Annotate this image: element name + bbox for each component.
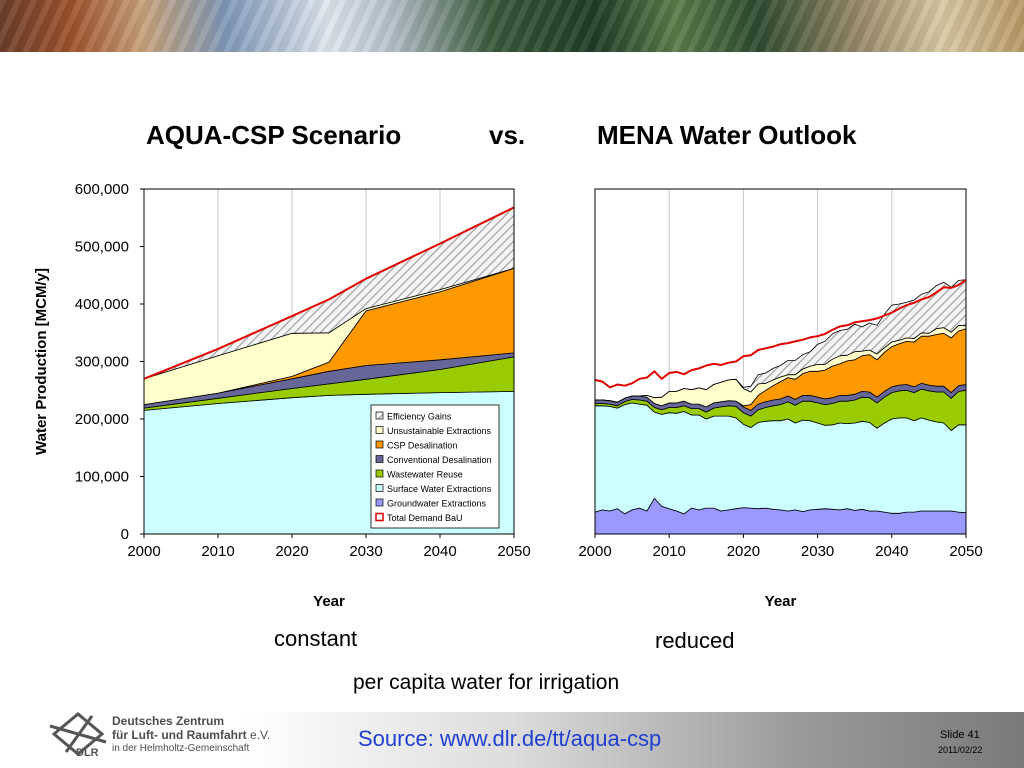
slide-title: AQUA-CSP Scenario vs. MENA Water Outlook (0, 120, 1024, 154)
legend-entry: Total Demand BaU (387, 513, 463, 523)
title-left: AQUA-CSP Scenario (146, 120, 402, 150)
x-tick-label: 2010 (653, 543, 686, 560)
y-tick-label: 600,000 (75, 181, 129, 198)
caption-reduced: reduced (655, 628, 735, 653)
y-tick-label: 0 (121, 526, 129, 543)
legend-swatch (375, 484, 384, 492)
slide-date: 2011/02/22 (938, 745, 983, 755)
org-line-2-ev: e.V. (246, 728, 271, 742)
legend-entry: Conventional Desalination (387, 455, 492, 465)
y-tick-label: 200,000 (75, 411, 129, 428)
dlr-logo-text: DLR (76, 747, 99, 759)
x-tick-label: 2040 (423, 543, 456, 560)
x-axis-label: Year (313, 593, 345, 610)
org-line-2: für Luft- und Raumfahrt e.V. (112, 728, 270, 742)
caption-constant: constant (274, 626, 358, 651)
caption-per-capita: per capita water for irrigation (353, 671, 620, 694)
y-tick-label: 400,000 (75, 296, 129, 313)
y-tick-label: 500,000 (75, 239, 129, 256)
legend-entry: Groundwater Extractions (387, 499, 487, 509)
title-vs: vs. (489, 120, 526, 150)
slide-number: Slide 41 (940, 729, 980, 741)
legend-swatch (375, 426, 384, 434)
org-line-3: in der Helmholtz-Gemeinschaft (112, 743, 250, 754)
legend-swatch (375, 455, 384, 463)
line-total-demand-bau (143, 206, 515, 380)
x-tick-label: 2020 (727, 543, 760, 560)
x-tick-label: 2050 (949, 543, 982, 560)
legend-entry: CSP Desalination (387, 441, 457, 451)
x-tick-label: 2050 (497, 543, 530, 560)
legend-entry: Surface Water Extractions (387, 484, 492, 494)
legend-swatch (375, 469, 384, 478)
dlr-logo-icon: DLR (49, 712, 107, 759)
legend-swatch (375, 411, 384, 420)
legend-entry: Wastewater Reuse (387, 470, 463, 480)
x-tick-label: 2000 (127, 543, 160, 560)
header-banner-image (0, 0, 1024, 52)
title-right: MENA Water Outlook (597, 120, 857, 150)
x-tick-label: 2010 (201, 543, 234, 560)
legend: Efficiency Gains Unsustainable Extraction… (370, 404, 500, 529)
legend-entry: Unsustainable Extractions (387, 426, 492, 436)
legend-swatch (375, 498, 384, 507)
mena-outlook-chart: 2000 2010 2020 2030 2040 2050 Year (578, 188, 983, 610)
x-tick-label: 2030 (349, 543, 382, 560)
charts-area: 2000 2010 2020 2030 2040 2050 0 100,000 200,000 3… (33, 181, 983, 610)
x-axis-label: Year (765, 593, 797, 610)
org-line-1: Deutsches Zentrum (112, 714, 225, 728)
org-line-2-bold: für Luft- und Raumfahrt (112, 728, 247, 742)
x-tick-label: 2030 (801, 543, 834, 560)
x-tick-label: 2000 (578, 543, 611, 560)
legend-entry: Efficiency Gains (387, 412, 452, 422)
legend-box (370, 404, 500, 529)
y-tick-label: 300,000 (75, 354, 129, 371)
source-link[interactable]: Source: www.dlr.de/tt/aqua-csp (358, 726, 662, 751)
line-total-demand-bau (594, 278, 967, 389)
footer-bar: DLR Deutsches Zentrum für Luft- und Raum… (0, 712, 1024, 768)
y-axis-label: Water Production [MCM/y] (33, 268, 50, 455)
x-tick-label: 2040 (875, 543, 908, 560)
plot-border (594, 188, 967, 535)
y-tick-label: 100,000 (75, 469, 129, 486)
aqua-csp-chart: 2000 2010 2020 2030 2040 2050 0 100,000 200,000 3… (33, 181, 531, 610)
legend-swatch (375, 512, 384, 522)
x-tick-label: 2020 (275, 543, 308, 560)
legend-swatch (375, 440, 384, 449)
